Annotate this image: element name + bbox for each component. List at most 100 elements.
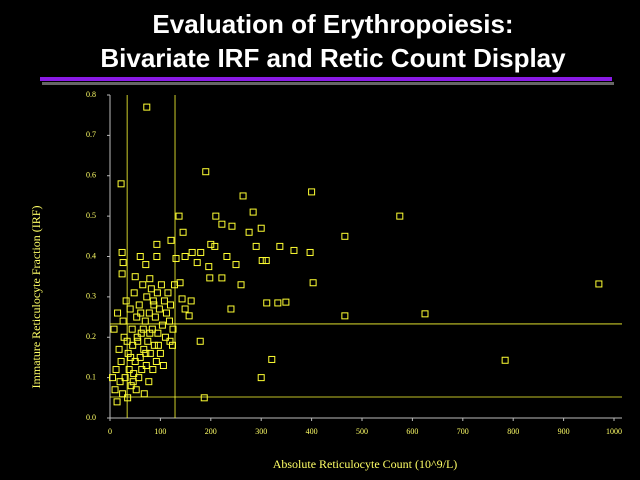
point [196, 337, 204, 345]
x-tick-label: 800 [507, 427, 519, 436]
point [306, 248, 314, 256]
point [128, 325, 136, 333]
point [118, 248, 126, 256]
title-rule-shadow [42, 82, 614, 85]
point [136, 253, 144, 260]
point [133, 333, 141, 341]
point [129, 378, 137, 386]
point [162, 309, 170, 317]
point [149, 366, 157, 374]
point [154, 341, 162, 349]
point [232, 261, 240, 269]
point [501, 356, 509, 364]
point [341, 312, 349, 320]
chart-title: Evaluation of Erythropoiesis: [152, 9, 513, 39]
point [124, 394, 132, 402]
point [130, 289, 138, 297]
point [237, 281, 245, 289]
point [131, 273, 139, 281]
point [200, 394, 208, 402]
point [135, 374, 143, 382]
point [175, 212, 183, 220]
point [115, 345, 123, 353]
title-rule [40, 77, 612, 81]
point [161, 333, 169, 341]
point [110, 325, 118, 333]
point [202, 168, 210, 176]
point [205, 263, 213, 271]
point [137, 309, 145, 317]
point [142, 261, 150, 269]
point [127, 382, 135, 390]
point [181, 305, 189, 313]
point [187, 297, 195, 305]
point [133, 313, 141, 321]
point [178, 295, 186, 303]
point [139, 325, 147, 333]
point [262, 257, 270, 265]
point [421, 310, 429, 318]
y-tick-label: 0.4 [86, 251, 96, 260]
point [143, 293, 151, 301]
point [125, 366, 133, 374]
y-tick-label: 0.8 [86, 90, 96, 99]
point [112, 366, 120, 374]
point [118, 270, 126, 278]
point [396, 212, 404, 220]
point [218, 274, 226, 282]
point [150, 341, 158, 349]
y-tick-label: 0.0 [86, 413, 96, 422]
point [308, 188, 316, 196]
point [160, 297, 168, 305]
point [185, 312, 193, 320]
point [274, 299, 282, 307]
point [111, 386, 119, 394]
x-tick-label: 900 [558, 427, 570, 436]
x-tick-label: 600 [406, 427, 418, 436]
point [123, 337, 131, 345]
point [145, 309, 153, 317]
point [159, 362, 167, 370]
y-tick-label: 0.5 [86, 211, 96, 220]
x-axis-title: Absolute Reticulocyte Count (10^9/L) [273, 457, 458, 471]
chart-title: Bivariate IRF and Retic Count Display [100, 43, 566, 73]
point [114, 309, 122, 317]
point [309, 279, 317, 287]
x-tick-label: 700 [457, 427, 469, 436]
point [276, 242, 284, 250]
point [146, 275, 154, 283]
point [119, 390, 127, 398]
point [249, 208, 257, 216]
point [257, 374, 265, 382]
point [146, 349, 154, 357]
point [131, 357, 139, 365]
point [227, 305, 235, 313]
point [136, 353, 144, 361]
y-tick-label: 0.3 [86, 292, 96, 301]
point [258, 257, 266, 265]
point [252, 242, 260, 250]
x-tick-label: 100 [154, 427, 166, 436]
point [164, 289, 172, 297]
point [137, 329, 145, 337]
x-tick-label: 1000 [606, 427, 622, 436]
point [158, 321, 166, 329]
point [595, 280, 603, 288]
y-axis-title: Immature Reticulocyte Fraction (IRF) [29, 206, 43, 389]
point [165, 317, 173, 325]
point [167, 236, 175, 244]
point [197, 248, 205, 256]
point [181, 253, 189, 260]
point [169, 325, 177, 333]
point [143, 103, 151, 111]
y-tick-label: 0.6 [86, 171, 96, 180]
point [166, 301, 174, 309]
point [179, 228, 187, 236]
point [145, 378, 153, 386]
point [121, 374, 129, 382]
point [130, 370, 138, 378]
point [135, 301, 143, 309]
point [142, 349, 150, 357]
point [172, 255, 180, 263]
x-tick-label: 0 [108, 427, 112, 436]
